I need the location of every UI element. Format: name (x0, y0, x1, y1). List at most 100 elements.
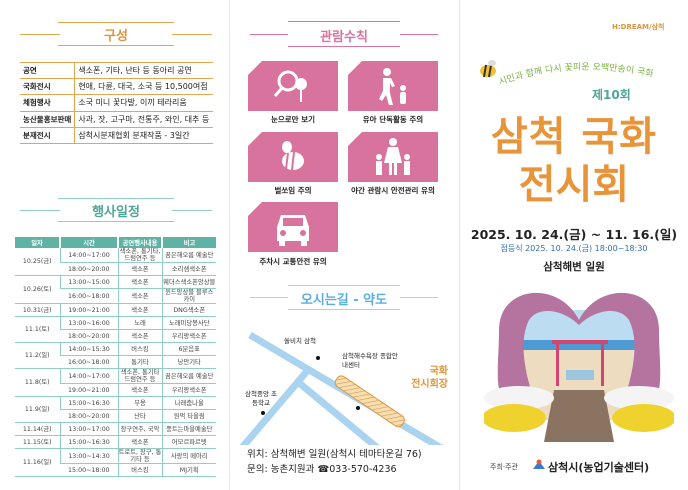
schedule-date: 11.14(금) (15, 422, 60, 436)
schedule-note: 원먹 타올림 (161, 409, 216, 423)
heading-rule (288, 46, 400, 47)
venue-line-2: 전시회장 (411, 379, 448, 390)
schedule-note: 풍트는마을예술단 (161, 422, 216, 436)
schedule-time: 14:00~17:00 (59, 368, 118, 384)
slogan: 시민과 함께 다시 꽃피운 오백만송이 국화 (497, 62, 654, 88)
schedule-note: 나래춤나울 (161, 396, 216, 410)
rule-card-2 (348, 61, 438, 111)
rule-card-5 (248, 202, 338, 252)
heading-rule (250, 34, 288, 35)
venue-area (334, 375, 405, 428)
festival-dates: 2025. 10. 24.(금) ~ 11. 16.(일) (470, 227, 678, 242)
schedule-row: 11.16(일) 13:00~14:30 트로트, 장구, 통기타 등 사랑의 메아리 (15, 448, 216, 477)
car-icon (277, 215, 309, 246)
schedule-note: DNG색소폰 (161, 303, 216, 317)
venue-line-1: 국화 (429, 366, 448, 377)
heading-rule (250, 297, 288, 298)
schedule-note: 낭만기타 (161, 355, 216, 369)
heading-rule (288, 309, 400, 310)
svg-text:시민과 함께 다시 꽃피운 오백만송이 국화: 시민과 함께 다시 꽃피운 오백만송이 국화 (497, 62, 654, 88)
composition-row: 농산물홍보판매 사과, 잣, 고구마, 전통주, 와인, 대추 등 (20, 111, 213, 128)
schedule-program: 장구연주, 국악 (117, 422, 162, 436)
schedule-date: 11.8(토) (15, 368, 60, 397)
rule-label: 벌쏘임 주의 (274, 186, 312, 195)
rule-label: 야간 관람시 안전관리 유의 (351, 186, 435, 195)
schedule-title: 행사일정 (92, 205, 140, 220)
rules-title: 관람수칙 (320, 30, 368, 45)
heading-rule (58, 22, 174, 23)
composition-label: 분재전시 (20, 127, 76, 144)
heading-rule (172, 210, 212, 211)
heading-rule (288, 21, 400, 22)
schedule-row: 11.8(토) 14:00~17:00 색소폰, 통기타 드럼연주 등 꿈은해오름 예… (15, 368, 216, 397)
heading-rule (58, 221, 174, 222)
schedule-note: 소리샘색소폰 (161, 262, 216, 276)
composition-title: 구성 (104, 29, 128, 44)
schedule-row: 11.14(금) 13:00~17:00 장구연주, 국악 풍트는마을예술단 (15, 422, 216, 436)
schedule-date: 10.25(금) (15, 248, 60, 276)
heading-rule (20, 34, 60, 35)
rule-label: 눈으로만 보기 (270, 115, 315, 124)
schedule-row: 10.25(금) 14:00~17:00 색소폰, 통기타, 드럼연주 등 꿈은해오름… (15, 248, 216, 276)
schedule-time: 15:00~18:00 (60, 463, 118, 477)
schedule-program: 노래 (117, 316, 162, 330)
schedule-note: MJ기획 (161, 463, 216, 477)
schedule-program: 버스킹 (117, 342, 162, 356)
host-name: 삼척시(농업기술센터) (548, 461, 650, 474)
schedule-row: 11.15(토) 15:00~16:30 색소폰 어모르파르텟 (15, 435, 216, 449)
schedule-program: 색소폰 (117, 383, 162, 397)
schedule-note: 노래미당봉사단 (161, 316, 216, 330)
location-text: 위치: 삼척해변 일원(삼척시 테마타운길 76) (247, 449, 422, 460)
schedule-program: 난타 (117, 409, 162, 423)
composition-table: 공연 색소폰, 기타, 난타 등 동아리 공연 국화전시 현애, 다륜, 대국, 소국… (20, 61, 213, 144)
composition-label: 국화전시 (20, 78, 76, 96)
schedule-program: 색소폰 (117, 275, 162, 289)
schedule-date: 11.2(일) (15, 342, 60, 369)
schedule-program: 색소폰 (117, 262, 162, 276)
schedule-row: 10.31(금) 19:00~21:00 색소폰 DNG색소폰 (15, 303, 216, 317)
schedule-time: 18:00~20:00 (60, 409, 118, 423)
schedule-time: 18:00~20:00 (60, 329, 118, 343)
panel-divider (229, 0, 230, 490)
schedule-table: 일자 시간 공연행사내용 비고 10.25(금) 14:00~17:00 색소폰, … (15, 237, 216, 477)
rule-number: 5 (250, 203, 256, 212)
festival-title-line1: 삼척 국화 (490, 114, 658, 160)
child-running-icon (379, 68, 406, 105)
schedule-row: 10.26(토) 13:00~15:00 색소폰 웨더스색소폰앙상블 (15, 275, 216, 304)
composition-row: 분재전시 삼척시분재협회 분재작품 - 3일간 (20, 127, 213, 144)
schedule-time: 15:00~16:30 (59, 396, 118, 410)
schedule-row: 11.1(토) 13:00~16:00 노래 노래미당봉사단 (15, 316, 216, 343)
festival-place: 삼척해변 일원 (543, 261, 605, 273)
schedule-program: 색소폰 (117, 435, 162, 449)
schedule-time: 13:00~15:00 (59, 275, 118, 289)
rule-number: 4 (350, 133, 356, 142)
schedule-program: 색소폰 (117, 329, 162, 343)
schedule-program: 무용 (117, 396, 162, 410)
rule-card-4 (348, 132, 438, 182)
schedule-row: 11.2(일) 14:00~15:30 버스킹 6분음표 (15, 342, 216, 369)
schedule-row: 16:00~18:00 통기타 낭만기타 (15, 355, 216, 369)
rule-label: 주차시 교통안전 유의 (259, 257, 327, 266)
schedule-note: 어모르파르텟 (161, 435, 216, 449)
schedule-program: 트로트, 장구, 통기타 등 (117, 448, 162, 464)
schedule-date: 10.26(토) (15, 275, 60, 304)
schedule-note: 우리랑색소폰 (161, 329, 216, 343)
schedule-time: 19:00~21:00 (59, 303, 118, 317)
map-place: 삼척해수욕장 종합안내센터 (342, 352, 398, 369)
schedule-time: 13:00~14:30 (59, 448, 118, 464)
schedule-row: 11.9(일) 15:00~16:30 무용 나래춤나울 (15, 396, 216, 423)
host-label: 주최·주관 (490, 463, 518, 471)
schedule-time: 18:00~20:00 (60, 262, 118, 276)
schedule-note: 웨더스색소폰앙상블 (161, 275, 216, 289)
schedule-row: 18:00~20:00 색소폰 소리샘색소폰 (15, 262, 216, 276)
rule-card-3 (248, 132, 338, 182)
festival-title-line2: 전시회 (518, 162, 630, 208)
rule-card-1 (248, 61, 338, 111)
col-date: 일자 (15, 237, 60, 248)
col-time: 시간 (59, 237, 118, 248)
col-program: 공연행사내용 (117, 237, 162, 248)
schedule-note: 우리랑색소폰 (161, 383, 216, 397)
road (295, 379, 380, 445)
schedule-date: 10.31(금) (15, 303, 60, 317)
heading-rule (58, 198, 174, 199)
